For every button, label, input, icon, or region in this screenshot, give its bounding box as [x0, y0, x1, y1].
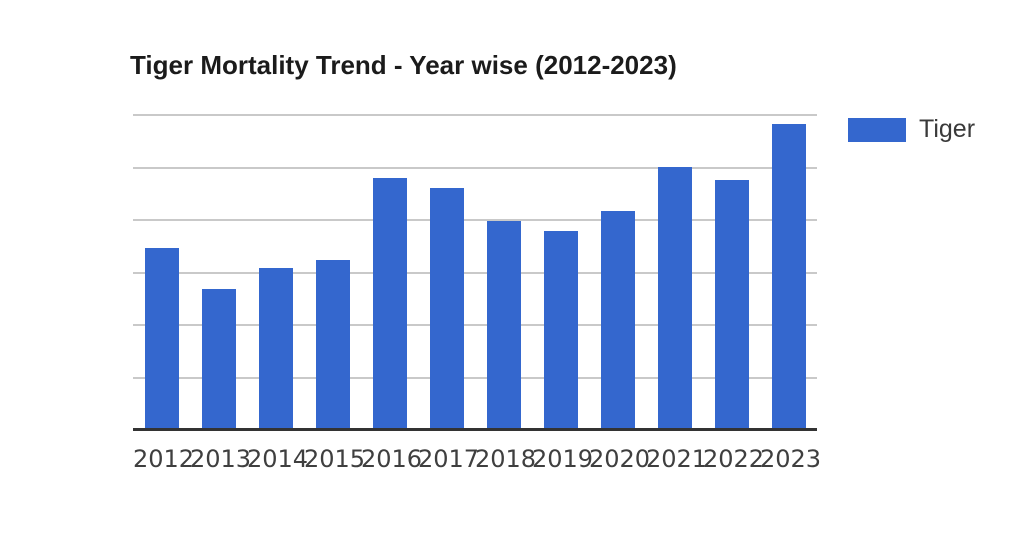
- x-tick-label-2023: 2023: [760, 445, 822, 473]
- bar-2015[interactable]: [316, 260, 350, 429]
- x-tick-label-2021: 2021: [646, 445, 708, 473]
- x-axis-line: [133, 428, 817, 431]
- x-tick-label-2014: 2014: [247, 445, 309, 473]
- x-tick-label-2013: 2013: [190, 445, 252, 473]
- legend: Tiger: [848, 115, 975, 144]
- x-axis-labels: 2012 2013 2014 2015 2016 2017 2018 2019 2020 2021…: [133, 444, 822, 476]
- gridline-75: [133, 272, 817, 274]
- bar-2017[interactable]: [430, 188, 464, 429]
- bar-2013[interactable]: [202, 289, 236, 429]
- bar-2012[interactable]: [145, 248, 179, 429]
- plot-area: [133, 114, 817, 431]
- x-tick-label-2012: 2012: [133, 445, 195, 473]
- x-tick-label-2017: 2017: [418, 445, 480, 473]
- gridline-100: [133, 219, 817, 221]
- legend-swatch-icon: [848, 117, 906, 142]
- bar-2023[interactable]: [772, 124, 806, 429]
- x-tick-label-2018: 2018: [475, 445, 537, 473]
- bar-2018[interactable]: [487, 221, 521, 429]
- bar-2021[interactable]: [658, 167, 692, 429]
- x-tick-label-2015: 2015: [304, 445, 366, 473]
- chart-title: Tiger Mortality Trend - Year wise (2012-…: [130, 50, 677, 80]
- x-tick-label-2020: 2020: [589, 445, 651, 473]
- bar-2020[interactable]: [601, 211, 635, 429]
- gridline-150: [133, 114, 817, 116]
- x-tick-label-2019: 2019: [532, 445, 594, 473]
- gridline-125: [133, 167, 817, 169]
- bar-2014[interactable]: [259, 268, 293, 429]
- bar-2016[interactable]: [373, 178, 407, 429]
- bar-2019[interactable]: [544, 231, 578, 429]
- bar-2022[interactable]: [715, 180, 749, 429]
- x-tick-label-2022: 2022: [703, 445, 765, 473]
- gridline-50: [133, 324, 817, 326]
- legend-label: Tiger: [919, 115, 976, 143]
- gridline-25: [133, 377, 817, 379]
- x-tick-label-2016: 2016: [361, 445, 423, 473]
